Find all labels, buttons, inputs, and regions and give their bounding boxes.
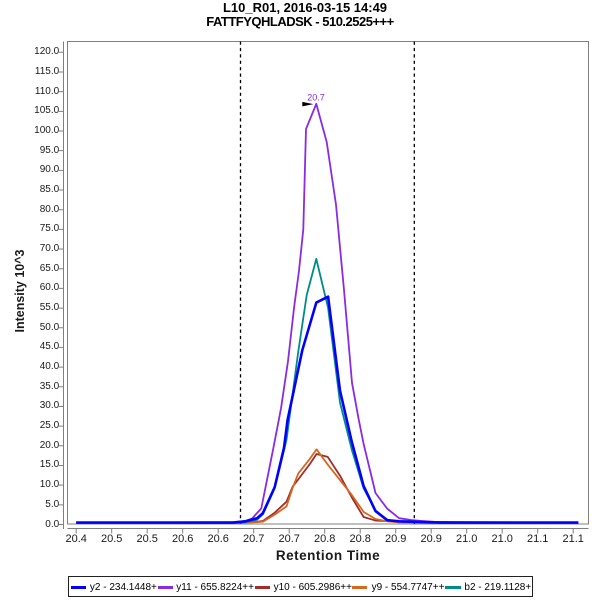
svg-text:20.7: 20.7 [307,92,325,102]
